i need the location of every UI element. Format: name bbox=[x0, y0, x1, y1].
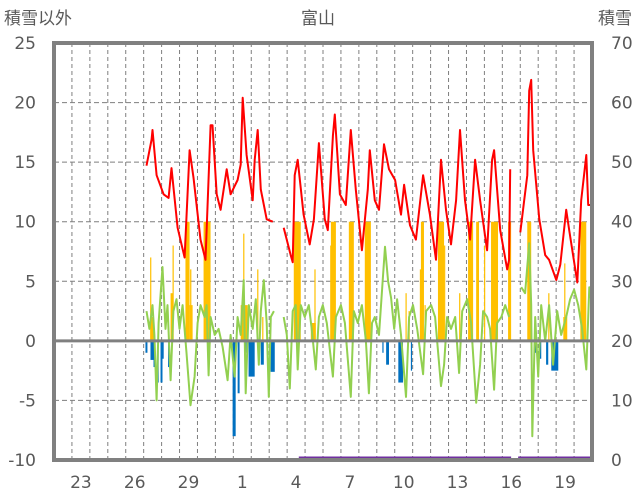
gridlines bbox=[54, 43, 592, 460]
yellow-bar bbox=[548, 293, 550, 341]
green-series-line bbox=[520, 242, 593, 438]
right-tick-label: 60 bbox=[611, 94, 633, 114]
yellow-bar bbox=[459, 293, 461, 341]
left-axis-title: 積雪以外 bbox=[4, 9, 72, 29]
blue-bar bbox=[232, 340, 236, 437]
blue-bar bbox=[162, 340, 164, 359]
yellow-bar bbox=[172, 245, 174, 341]
right-tick-label: 0 bbox=[611, 451, 622, 471]
chart-title: 富山 bbox=[301, 9, 335, 29]
blue-bar bbox=[382, 340, 384, 353]
yellow-bar bbox=[150, 257, 152, 341]
left-tick-label: 5 bbox=[25, 272, 36, 292]
bars bbox=[145, 221, 587, 437]
yellow-bar bbox=[330, 221, 336, 341]
red-series-line bbox=[282, 113, 512, 271]
blue-bar bbox=[270, 340, 275, 372]
blue-bar bbox=[145, 340, 148, 353]
yellow-bar bbox=[310, 322, 316, 341]
yellow-bar bbox=[293, 221, 301, 341]
plot-frame bbox=[52, 41, 594, 462]
yellow-bar bbox=[468, 221, 474, 341]
x-tick-label: 7 bbox=[344, 473, 355, 493]
yellow-bar bbox=[476, 221, 480, 341]
blue-bar bbox=[398, 340, 403, 383]
blue-bar bbox=[410, 340, 413, 371]
yellow-bar bbox=[580, 221, 587, 341]
yellow-bar bbox=[364, 221, 371, 341]
yellow-bar bbox=[190, 269, 192, 341]
left-tick-label: -5 bbox=[19, 391, 36, 411]
x-tick-label: 29 bbox=[178, 473, 200, 493]
yellow-bar bbox=[484, 245, 486, 341]
right-tick-label: 30 bbox=[611, 272, 633, 292]
left-tick-label: 20 bbox=[14, 94, 36, 114]
right-tick-label: 10 bbox=[611, 391, 633, 411]
red-series-line bbox=[519, 78, 592, 284]
yellow-bar bbox=[564, 263, 566, 341]
yellow-bar bbox=[150, 317, 154, 341]
red-series-line bbox=[145, 96, 274, 261]
yellow-bar bbox=[405, 293, 407, 341]
yellow-bar bbox=[314, 269, 316, 341]
yellow-bar bbox=[419, 269, 422, 341]
yellow-bar bbox=[508, 221, 512, 341]
yellow-bar bbox=[491, 221, 499, 341]
x-tick-label: 19 bbox=[554, 473, 576, 493]
x-tick-label: 26 bbox=[124, 473, 146, 493]
axes bbox=[52, 41, 594, 462]
yellow-bar bbox=[257, 269, 259, 341]
yellow-bar bbox=[203, 221, 211, 341]
yellow-bar bbox=[527, 221, 532, 341]
yellow-bar bbox=[330, 245, 332, 341]
x-tick-label: 10 bbox=[393, 473, 415, 493]
right-tick-label: 40 bbox=[611, 213, 633, 233]
yellow-bar bbox=[348, 221, 354, 341]
blue-bar bbox=[160, 340, 163, 383]
yellow-bar bbox=[420, 221, 424, 341]
green-series-line bbox=[282, 245, 511, 404]
blue-bar bbox=[237, 340, 240, 394]
x-tick-label: 16 bbox=[500, 473, 522, 493]
left-tick-label: 0 bbox=[25, 332, 36, 352]
blue-bar bbox=[248, 340, 255, 377]
x-tick-label: 13 bbox=[447, 473, 469, 493]
blue-bar bbox=[551, 340, 559, 371]
blue-bar bbox=[386, 340, 389, 365]
x-tick-label: 4 bbox=[291, 473, 302, 493]
yellow-bar bbox=[444, 245, 446, 341]
blue-bar bbox=[150, 340, 154, 360]
right-tick-label: 50 bbox=[611, 153, 633, 173]
left-tick-label: 15 bbox=[14, 153, 36, 173]
yellow-bar bbox=[170, 293, 174, 341]
yellow-bar bbox=[437, 221, 445, 341]
left-tick-label: -10 bbox=[8, 451, 36, 471]
left-tick-label: 10 bbox=[14, 213, 36, 233]
left-tick-label: 25 bbox=[14, 34, 36, 54]
x-tick-label: 1 bbox=[237, 473, 248, 493]
x-tick-label: 23 bbox=[70, 473, 92, 493]
right-tick-label: 70 bbox=[611, 34, 633, 54]
right-tick-label: 20 bbox=[611, 332, 633, 352]
blue-bar bbox=[546, 340, 549, 365]
right-axis-title: 積雪 bbox=[598, 9, 632, 29]
green-series-line bbox=[145, 266, 275, 407]
yellow-bar bbox=[185, 221, 190, 341]
yellow-bar bbox=[262, 317, 264, 341]
blue-bar bbox=[260, 340, 264, 365]
